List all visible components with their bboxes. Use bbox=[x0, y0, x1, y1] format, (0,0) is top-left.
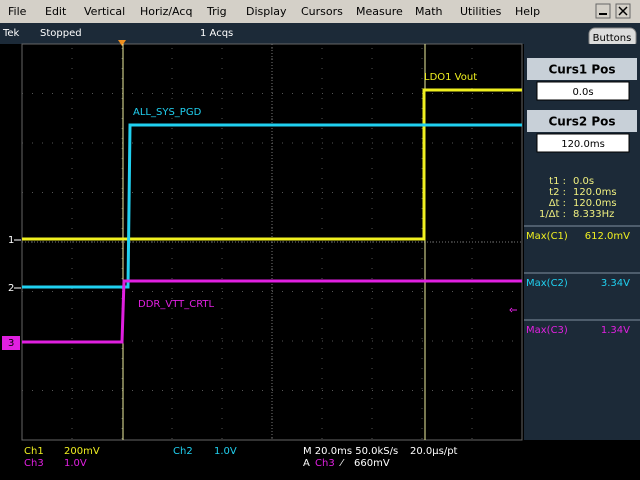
readout-value: 120.0ms bbox=[573, 187, 617, 198]
menu-item[interactable]: Measure bbox=[356, 5, 403, 18]
curs2-title: Curs2 Pos bbox=[548, 115, 615, 129]
curs2-field[interactable] bbox=[536, 133, 630, 153]
ch3-trace bbox=[22, 279, 522, 344]
ch1-marker: 1 bbox=[8, 235, 14, 246]
measure-value: 1.34V bbox=[601, 325, 630, 336]
ch1-trace bbox=[22, 88, 522, 241]
curs1-value: 0.0s bbox=[572, 87, 593, 98]
timebase: M 20.0ms 50.0kS/s bbox=[303, 446, 398, 457]
ch2-trace bbox=[22, 123, 522, 289]
ch2-marker: 2 bbox=[8, 283, 14, 294]
trigger-level bbox=[509, 307, 517, 313]
close-icon bbox=[618, 6, 628, 16]
menu-item[interactable]: Vertical bbox=[84, 5, 125, 18]
trigger-mode: A bbox=[303, 458, 310, 469]
trigger-slope: ⁄ bbox=[339, 458, 345, 469]
curs1-header bbox=[527, 58, 637, 80]
ch3-name: Ch3 bbox=[24, 458, 44, 469]
menu-item[interactable]: Trig bbox=[206, 5, 227, 18]
ch3-marker: 3 bbox=[8, 338, 14, 349]
readout-value: 120.0ms bbox=[573, 198, 617, 209]
menu-item[interactable]: Utilities bbox=[460, 5, 502, 18]
ch1-name: Ch1 bbox=[24, 446, 44, 457]
measurements: Max(C1) 612.0mV Max(C2) 3.34V Max(C3) 1.34V bbox=[524, 225, 640, 336]
ch1-scale: 200mV bbox=[64, 446, 100, 457]
readout-label: t1 : bbox=[549, 176, 566, 187]
acq-count: 1 Acqs bbox=[200, 28, 233, 39]
buttons-label: Buttons bbox=[593, 33, 632, 44]
menu-bar bbox=[0, 0, 640, 23]
trigger-position bbox=[118, 40, 126, 46]
ch3-scale: 1.0V bbox=[64, 458, 87, 469]
readout-label: Δt : bbox=[549, 198, 566, 209]
readout-label: 1/Δt : bbox=[539, 209, 566, 220]
measure-value: 612.0mV bbox=[585, 231, 630, 242]
acq-state: Stopped bbox=[40, 28, 82, 39]
menu: File Edit Vertical Horiz/Acq Trig Display Curs… bbox=[8, 5, 540, 18]
side-panel bbox=[524, 44, 640, 440]
menu-item[interactable]: Edit bbox=[45, 5, 67, 18]
measure-label: Max(C1) bbox=[526, 231, 568, 242]
menu-item[interactable]: File bbox=[8, 5, 27, 18]
status-bar bbox=[0, 23, 640, 44]
ch3-marker-box bbox=[2, 336, 20, 350]
menu-item[interactable]: Display bbox=[246, 5, 287, 18]
menu-item[interactable]: Math bbox=[415, 5, 443, 18]
grid bbox=[22, 44, 522, 440]
curs2-value: 120.0ms bbox=[561, 139, 605, 150]
menu-item[interactable]: Cursors bbox=[301, 5, 343, 18]
readout-label: t2 : bbox=[549, 187, 566, 198]
cursor-readouts: t1 : 0.0s t2 : 120.0ms Δt : 120.0ms 1/Δt : 8.33… bbox=[539, 176, 617, 220]
readout-value: 8.333Hz bbox=[573, 209, 614, 220]
resolution: 20.0µs/pt bbox=[410, 446, 458, 457]
measure-label: Max(C2) bbox=[526, 278, 568, 289]
trigger-source: Ch3 bbox=[315, 458, 335, 469]
ch2-scale: 1.0V bbox=[214, 446, 237, 457]
minimize-button[interactable] bbox=[595, 3, 611, 19]
ch2-label: ALL_SYS_PGD bbox=[133, 107, 202, 118]
measure-label: Max(C3) bbox=[526, 325, 568, 336]
measure-value: 3.34V bbox=[601, 278, 630, 289]
curs1-title: Curs1 Pos bbox=[548, 63, 615, 77]
ch3-label: DDR_VTT_CRTL bbox=[138, 299, 215, 310]
ch2-name: Ch2 bbox=[173, 446, 193, 457]
readout-value: 0.0s bbox=[573, 176, 594, 187]
menu-item[interactable]: Horiz/Acq bbox=[140, 5, 192, 18]
brand: Tek bbox=[2, 28, 20, 39]
ch1-label: LDO1 Vout bbox=[424, 72, 477, 83]
trigger-level-value: 660mV bbox=[354, 458, 390, 469]
curs2-header bbox=[527, 110, 637, 132]
menu-item[interactable]: Help bbox=[515, 5, 540, 18]
curs1-field[interactable] bbox=[536, 81, 630, 101]
